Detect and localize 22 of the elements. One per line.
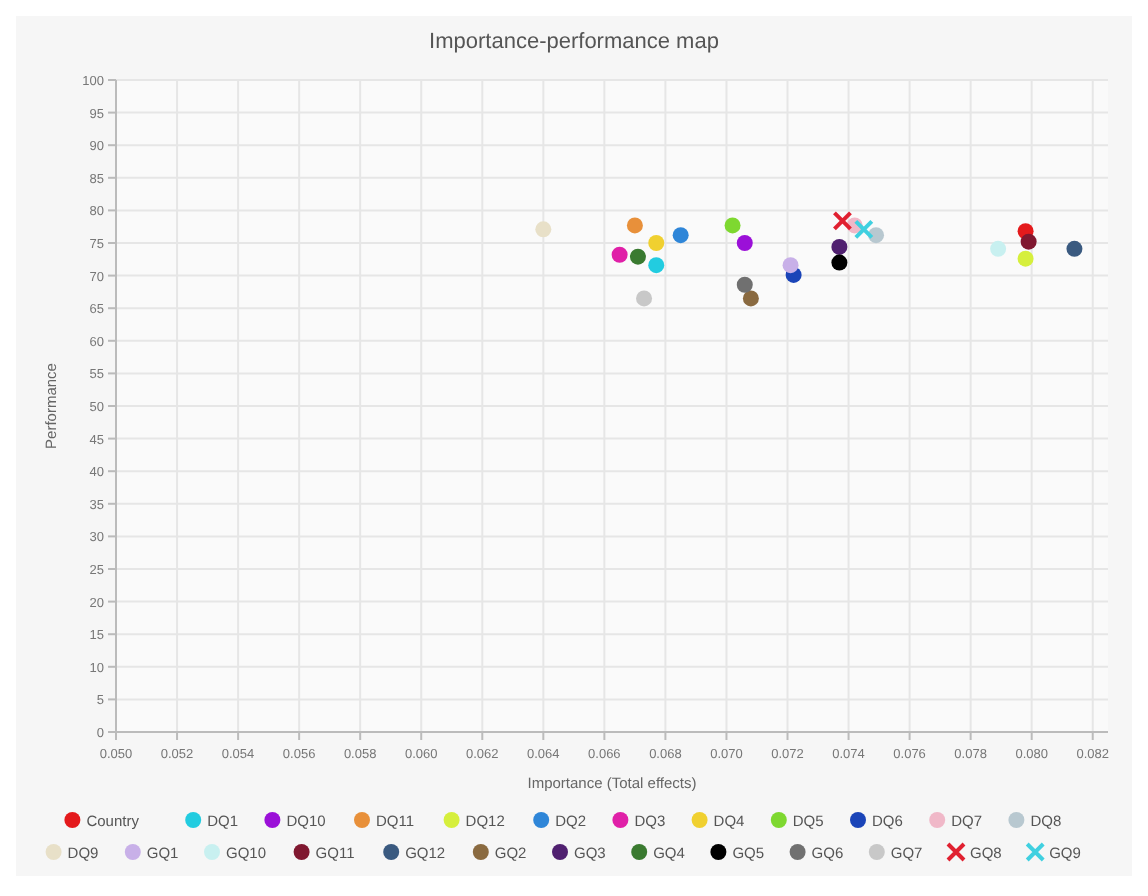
point [629, 248, 646, 265]
chart-title: Importance-performance map [429, 30, 719, 54]
point [742, 290, 759, 307]
point [736, 276, 753, 293]
point [1017, 250, 1034, 267]
point [736, 235, 753, 251]
point [1020, 233, 1037, 250]
point [636, 290, 653, 307]
point [626, 217, 643, 234]
point [724, 217, 741, 234]
point [648, 235, 665, 251]
point [535, 221, 552, 238]
point [1066, 240, 1083, 257]
point [831, 254, 848, 271]
point [611, 246, 628, 263]
point [782, 257, 799, 274]
point [990, 240, 1007, 257]
point [853, 219, 874, 240]
point [831, 238, 848, 255]
point [672, 227, 689, 244]
point [648, 257, 665, 274]
point [832, 210, 853, 231]
